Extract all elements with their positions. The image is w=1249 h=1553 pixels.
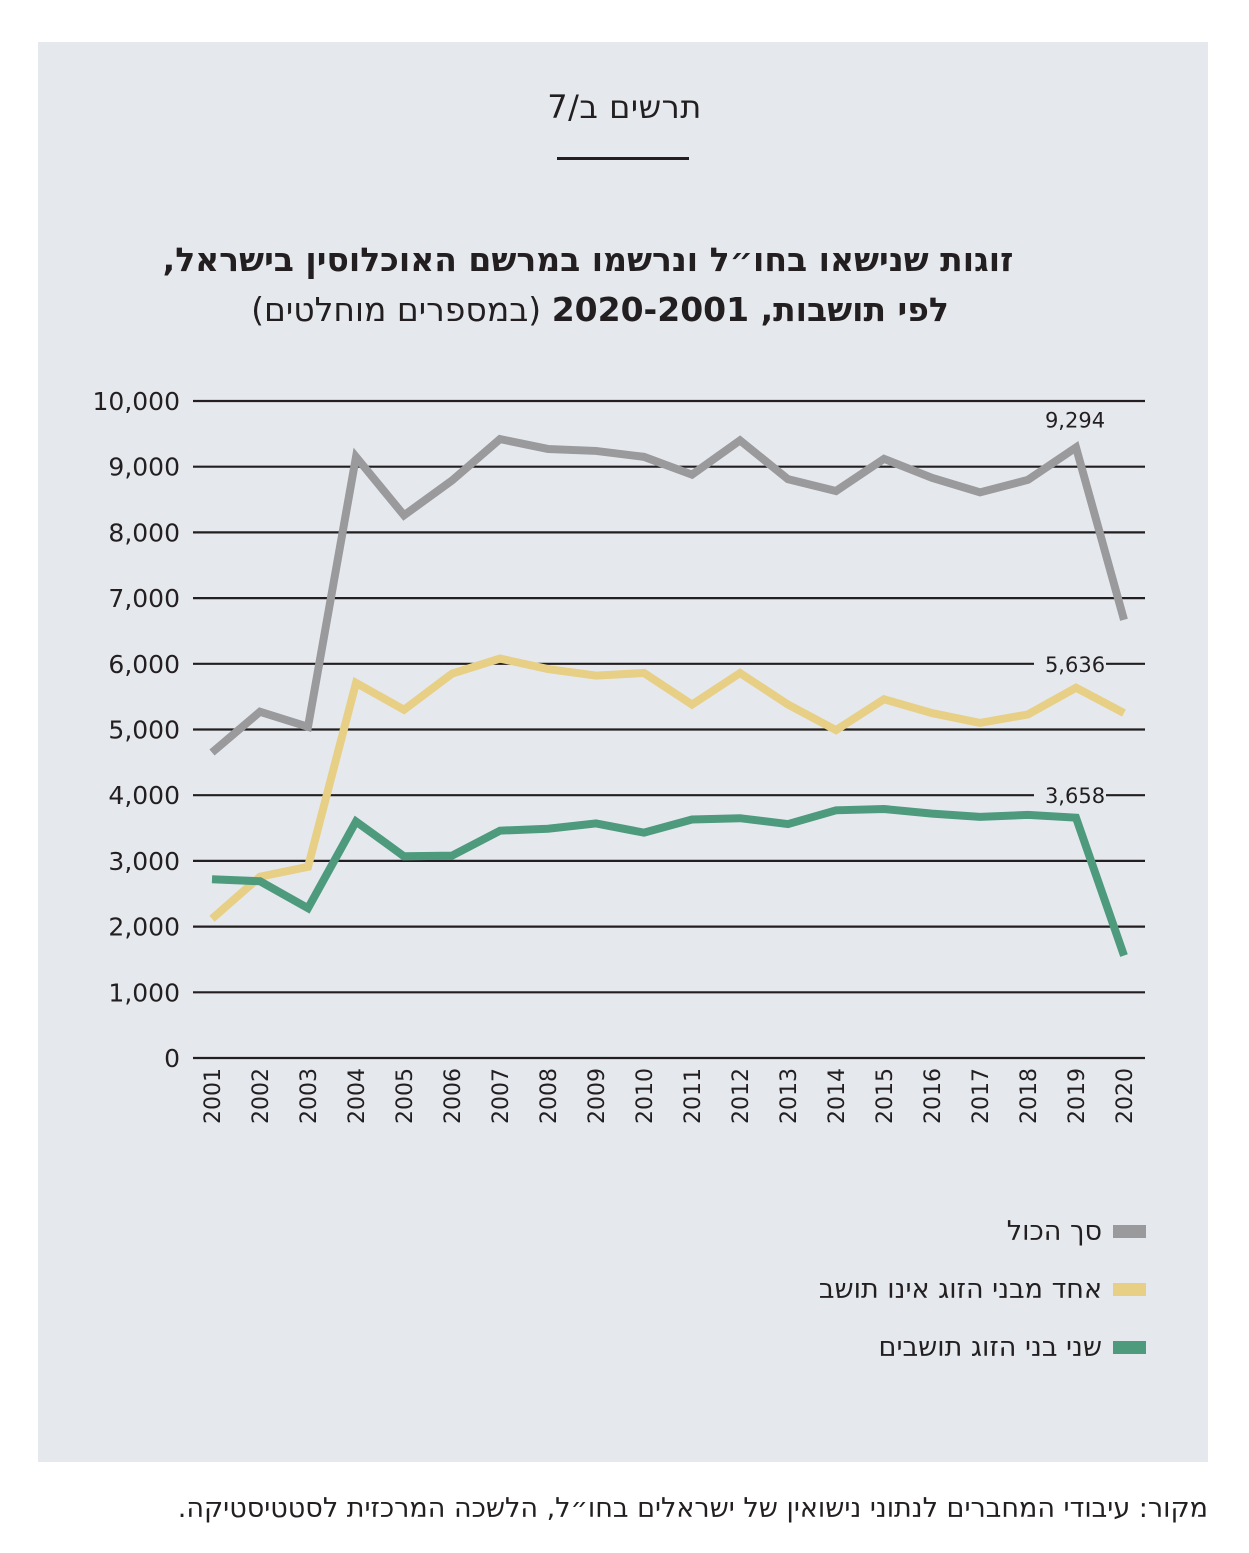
y-tick-label: 0 [164, 1044, 180, 1073]
x-tick-label: 2012 [729, 1068, 754, 1124]
y-tick-label: 8,000 [108, 518, 180, 547]
y-tick-label: 3,000 [108, 847, 180, 876]
chart-subtitle-units: (במספרים מוחלטים) [251, 290, 542, 329]
figure-label: תרשים ב/7 [547, 88, 702, 126]
y-axis-ticks: 0 1,000 2,000 3,000 4,000 5,000 6,000 7,000 8,00… [93, 387, 180, 1073]
legend-swatch-one-nonresident [1113, 1282, 1146, 1296]
x-tick-label: 2010 [633, 1068, 658, 1124]
x-tick-label: 2020 [1113, 1068, 1138, 1124]
legend-swatch-both-residents [1113, 1340, 1146, 1354]
y-tick-label: 7,000 [108, 584, 180, 613]
x-tick-label: 2002 [249, 1068, 274, 1124]
x-tick-label: 2016 [921, 1068, 946, 1124]
gridlines [193, 399, 1145, 1060]
legend-label-total: סך הכול [1006, 1215, 1102, 1247]
y-tick-label: 9,000 [108, 453, 180, 482]
x-tick-label: 2008 [537, 1068, 562, 1124]
title-divider [557, 157, 689, 160]
x-tick-label: 2006 [441, 1068, 466, 1124]
x-tick-label: 2013 [777, 1068, 802, 1124]
series-lines [209, 434, 1128, 957]
annotation-backdrop [1034, 648, 1106, 679]
x-tick-label: 2004 [345, 1068, 370, 1124]
y-tick-label: 5,000 [108, 716, 180, 745]
y-tick-label: 10,000 [93, 387, 180, 416]
annotation-backdrop [1034, 780, 1106, 811]
y-tick-label: 4,000 [108, 781, 180, 810]
annotation-one_nonresident: 5,636 [1045, 653, 1105, 677]
x-tick-label: 2007 [489, 1068, 514, 1124]
source-note: מקור: עיבודי המחברים לנתוני נישואין של י… [177, 1493, 1208, 1524]
chart-title-line-1: זוגות שנישאו בחו״ל ונרשמו במרשם האוכלוסי… [162, 240, 1014, 279]
x-tick-label: 2005 [393, 1068, 418, 1124]
x-tick-label: 2014 [825, 1068, 850, 1124]
y-tick-label: 2,000 [108, 913, 180, 942]
chart-panel [38, 42, 1208, 1462]
data-annotations: 9,294 5,636 3,658 [1034, 408, 1106, 811]
series-line-both_residents [211, 804, 1128, 957]
legend-item-total: סך הכול [1007, 1213, 1146, 1249]
y-tick-label: 1,000 [108, 978, 180, 1007]
series-line-one_nonresident [209, 654, 1126, 922]
annotation-total: 9,294 [1045, 408, 1105, 432]
series-line-total [209, 434, 1128, 756]
x-tick-label: 2009 [585, 1068, 610, 1124]
legend-swatch-total [1113, 1224, 1146, 1238]
x-tick-label: 2015 [873, 1068, 898, 1124]
legend-item-both-residents: שני בני הזוג תושבים [879, 1329, 1146, 1365]
annotation-both_residents: 3,658 [1045, 784, 1105, 808]
x-tick-label: 2011 [681, 1068, 706, 1124]
x-tick-label: 2017 [969, 1068, 994, 1124]
chart-title-line-2: לפי תושבות, 2020-2001 (במספרים מוחלטים) [100, 290, 1100, 329]
legend-label-one-nonresident: אחד מבני הזוג אינו תושב [818, 1273, 1102, 1305]
y-tick-label: 6,000 [108, 650, 180, 679]
legend-item-one-nonresident: אחד מבני הזוג אינו תושב [819, 1271, 1146, 1307]
x-tick-label: 2003 [297, 1068, 322, 1124]
x-tick-label: 2001 [201, 1068, 226, 1124]
x-tick-label: 2019 [1065, 1068, 1090, 1124]
chart-title-main: לפי תושבות, 2020-2001 [551, 290, 949, 329]
x-axis-ticks: 2001 2002 2003 2004 2005 2006 2007 2008 2009 2010… [201, 1068, 1138, 1124]
legend-label-both-residents: שני בני הזוג תושבים [878, 1331, 1102, 1363]
x-tick-label: 2018 [1017, 1068, 1042, 1124]
